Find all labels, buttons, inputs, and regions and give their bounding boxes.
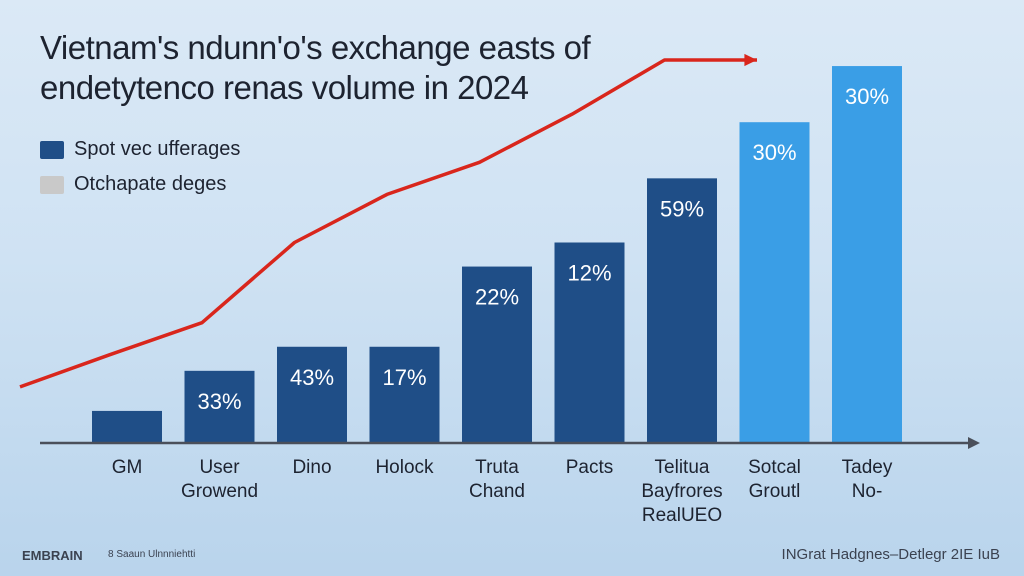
data-label-4: 22% — [475, 285, 519, 310]
tick-label-1-0: User — [199, 457, 240, 478]
data-label-2: 43% — [290, 365, 334, 390]
bar-3 — [369, 346, 440, 443]
data-label-8: 30% — [845, 84, 889, 109]
bar-2 — [277, 346, 347, 443]
data-label-6: 59% — [660, 196, 704, 221]
tick-label-4-0: Truta — [475, 457, 519, 478]
trend-line — [19, 58, 757, 389]
tick-label-8-0: Tadey — [842, 457, 893, 478]
tick-label-0-0: GM — [112, 457, 143, 478]
legend-item-spot: Spot vec ufferages — [40, 138, 240, 161]
tick-label-6-1: Bayfrores — [641, 481, 722, 502]
tick-label-6-2: RealUEO — [642, 505, 722, 526]
footer-source: 8 Saaun Ulnnniehtti — [108, 549, 196, 560]
bar-7 — [739, 122, 810, 443]
tick-label-8-1: No- — [852, 481, 883, 502]
tick-label-3-0: Holock — [375, 457, 434, 478]
trend-arrow-head — [744, 53, 757, 67]
legend-item-other: Otchapate deges — [40, 173, 226, 196]
bar-8 — [832, 66, 902, 443]
tick-label-7-0: Sotcal — [748, 457, 801, 478]
chart-title: Vietnam's ndunn'o's exchange easts of en… — [40, 29, 591, 106]
data-label-5: 12% — [567, 261, 611, 286]
tick-label-7-1: Groutl — [749, 481, 801, 502]
tick-label-1-1: Growend — [181, 481, 258, 502]
data-label-7: 30% — [752, 140, 796, 165]
bar-6 — [647, 178, 717, 443]
bar-5 — [554, 242, 625, 443]
data-label-3: 17% — [382, 365, 426, 390]
bar-0 — [92, 410, 162, 443]
data-label-1: 33% — [197, 389, 241, 414]
tick-label-4-1: Chand — [469, 481, 525, 502]
footer-logo: EMBRAIN — [22, 548, 83, 563]
tick-label-6-0: Telitua — [655, 457, 710, 478]
legend-swatch-spot — [40, 140, 64, 159]
bar-4 — [462, 266, 532, 443]
tick-label-2-0: Dino — [292, 457, 331, 478]
legend-swatch-other — [40, 175, 64, 194]
legend-label-other: Otchapate deges — [74, 173, 227, 195]
x-axis-arrow — [968, 437, 980, 449]
footer-note: INGrat Hadgnes–Detlegr 2IE IuB — [781, 546, 1000, 563]
legend-label-spot: Spot vec ufferages — [74, 138, 241, 160]
tick-label-5-0: Pacts — [566, 457, 614, 478]
bar-1 — [184, 370, 255, 443]
